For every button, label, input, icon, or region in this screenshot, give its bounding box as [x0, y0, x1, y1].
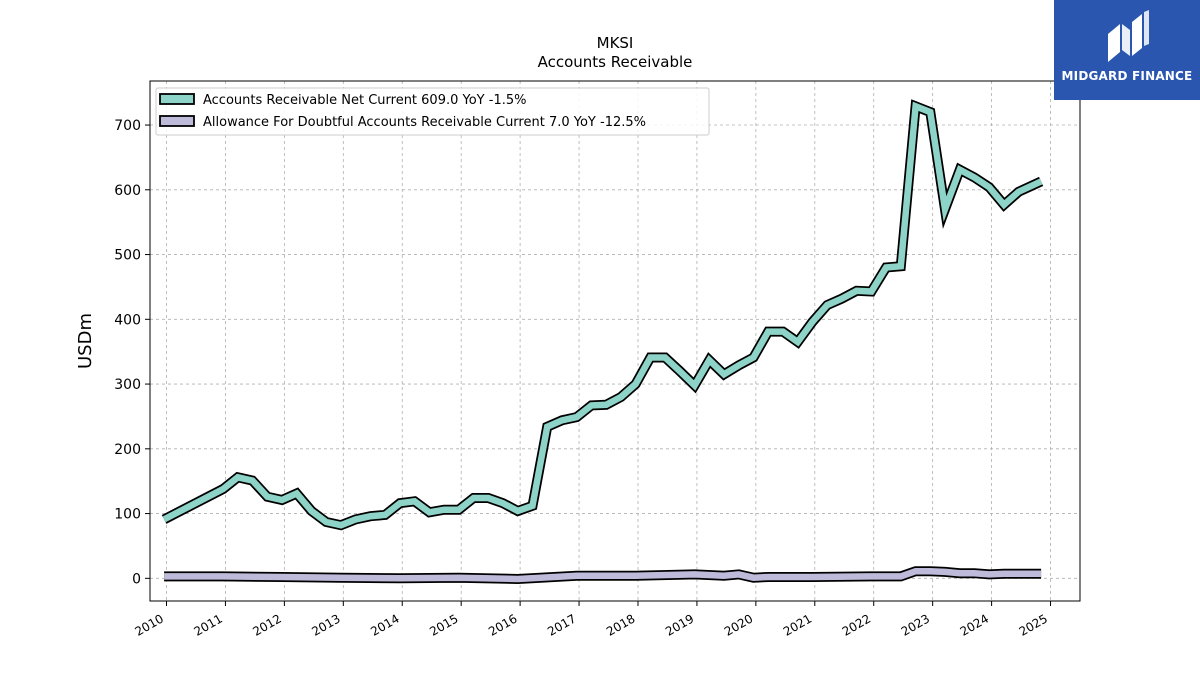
legend: Accounts Receivable Net Current 609.0 Yo… [155, 87, 710, 136]
legend-label-receivable: Accounts Receivable Net Current 609.0 Yo… [203, 93, 526, 108]
y-tick-label: 700 [114, 118, 141, 134]
x-tick-label: 2017 [545, 611, 578, 638]
midgard-finance-logo: MIDGARD FINANCE [1054, 0, 1200, 100]
x-tick-label: 2016 [486, 611, 519, 638]
x-tick-label: 2023 [899, 611, 932, 638]
y-tick-label: 400 [114, 312, 141, 328]
legend-swatch-allowance [159, 115, 195, 127]
chart-subtitle: Accounts Receivable [538, 53, 693, 71]
x-tick-label: 2025 [1017, 611, 1050, 638]
plot-frame [149, 80, 1081, 602]
x-tick-label: 2014 [368, 611, 401, 638]
x-tick-label: 2011 [191, 611, 224, 638]
y-tick-label: 500 [114, 248, 141, 264]
x-tick-label: 2015 [427, 611, 460, 638]
logo-text: MIDGARD FINANCE [1061, 69, 1193, 83]
x-tick-label: 2022 [840, 611, 873, 638]
y-tick-label: 600 [114, 183, 141, 199]
grid [150, 81, 1080, 601]
legend-label-allowance: Allowance For Doubtful Accounts Receivab… [203, 115, 646, 130]
logo-mark-icon [1108, 10, 1149, 62]
x-tick-label: 2013 [309, 611, 342, 638]
chart-title: MKSI [597, 34, 634, 52]
y-axis: 0 100 200 300 400 500 600 700 [114, 118, 150, 587]
x-tick-label: 2019 [663, 611, 696, 638]
y-axis-label: USDm [75, 313, 96, 369]
series-lines [161, 99, 1044, 585]
y-tick-label: 100 [114, 507, 141, 523]
y-tick-label: 0 [132, 571, 141, 587]
legend-swatch-receivable [159, 93, 195, 105]
series-line-1 [164, 567, 1042, 583]
legend-box [155, 87, 710, 136]
x-tick-label: 2020 [722, 611, 755, 638]
x-axis: 2010 2011 2012 2013 2014 2015 2016 2017 2018 2019… [133, 601, 1052, 639]
x-tick-label: 2018 [604, 611, 637, 638]
x-tick-label: 2024 [958, 611, 991, 638]
x-tick-label: 2012 [250, 611, 283, 638]
y-tick-label: 300 [114, 377, 141, 393]
y-tick-label: 200 [114, 442, 141, 458]
x-tick-label: 2010 [133, 611, 166, 638]
series-line-0 [162, 101, 1043, 529]
x-tick-label: 2021 [781, 611, 814, 638]
